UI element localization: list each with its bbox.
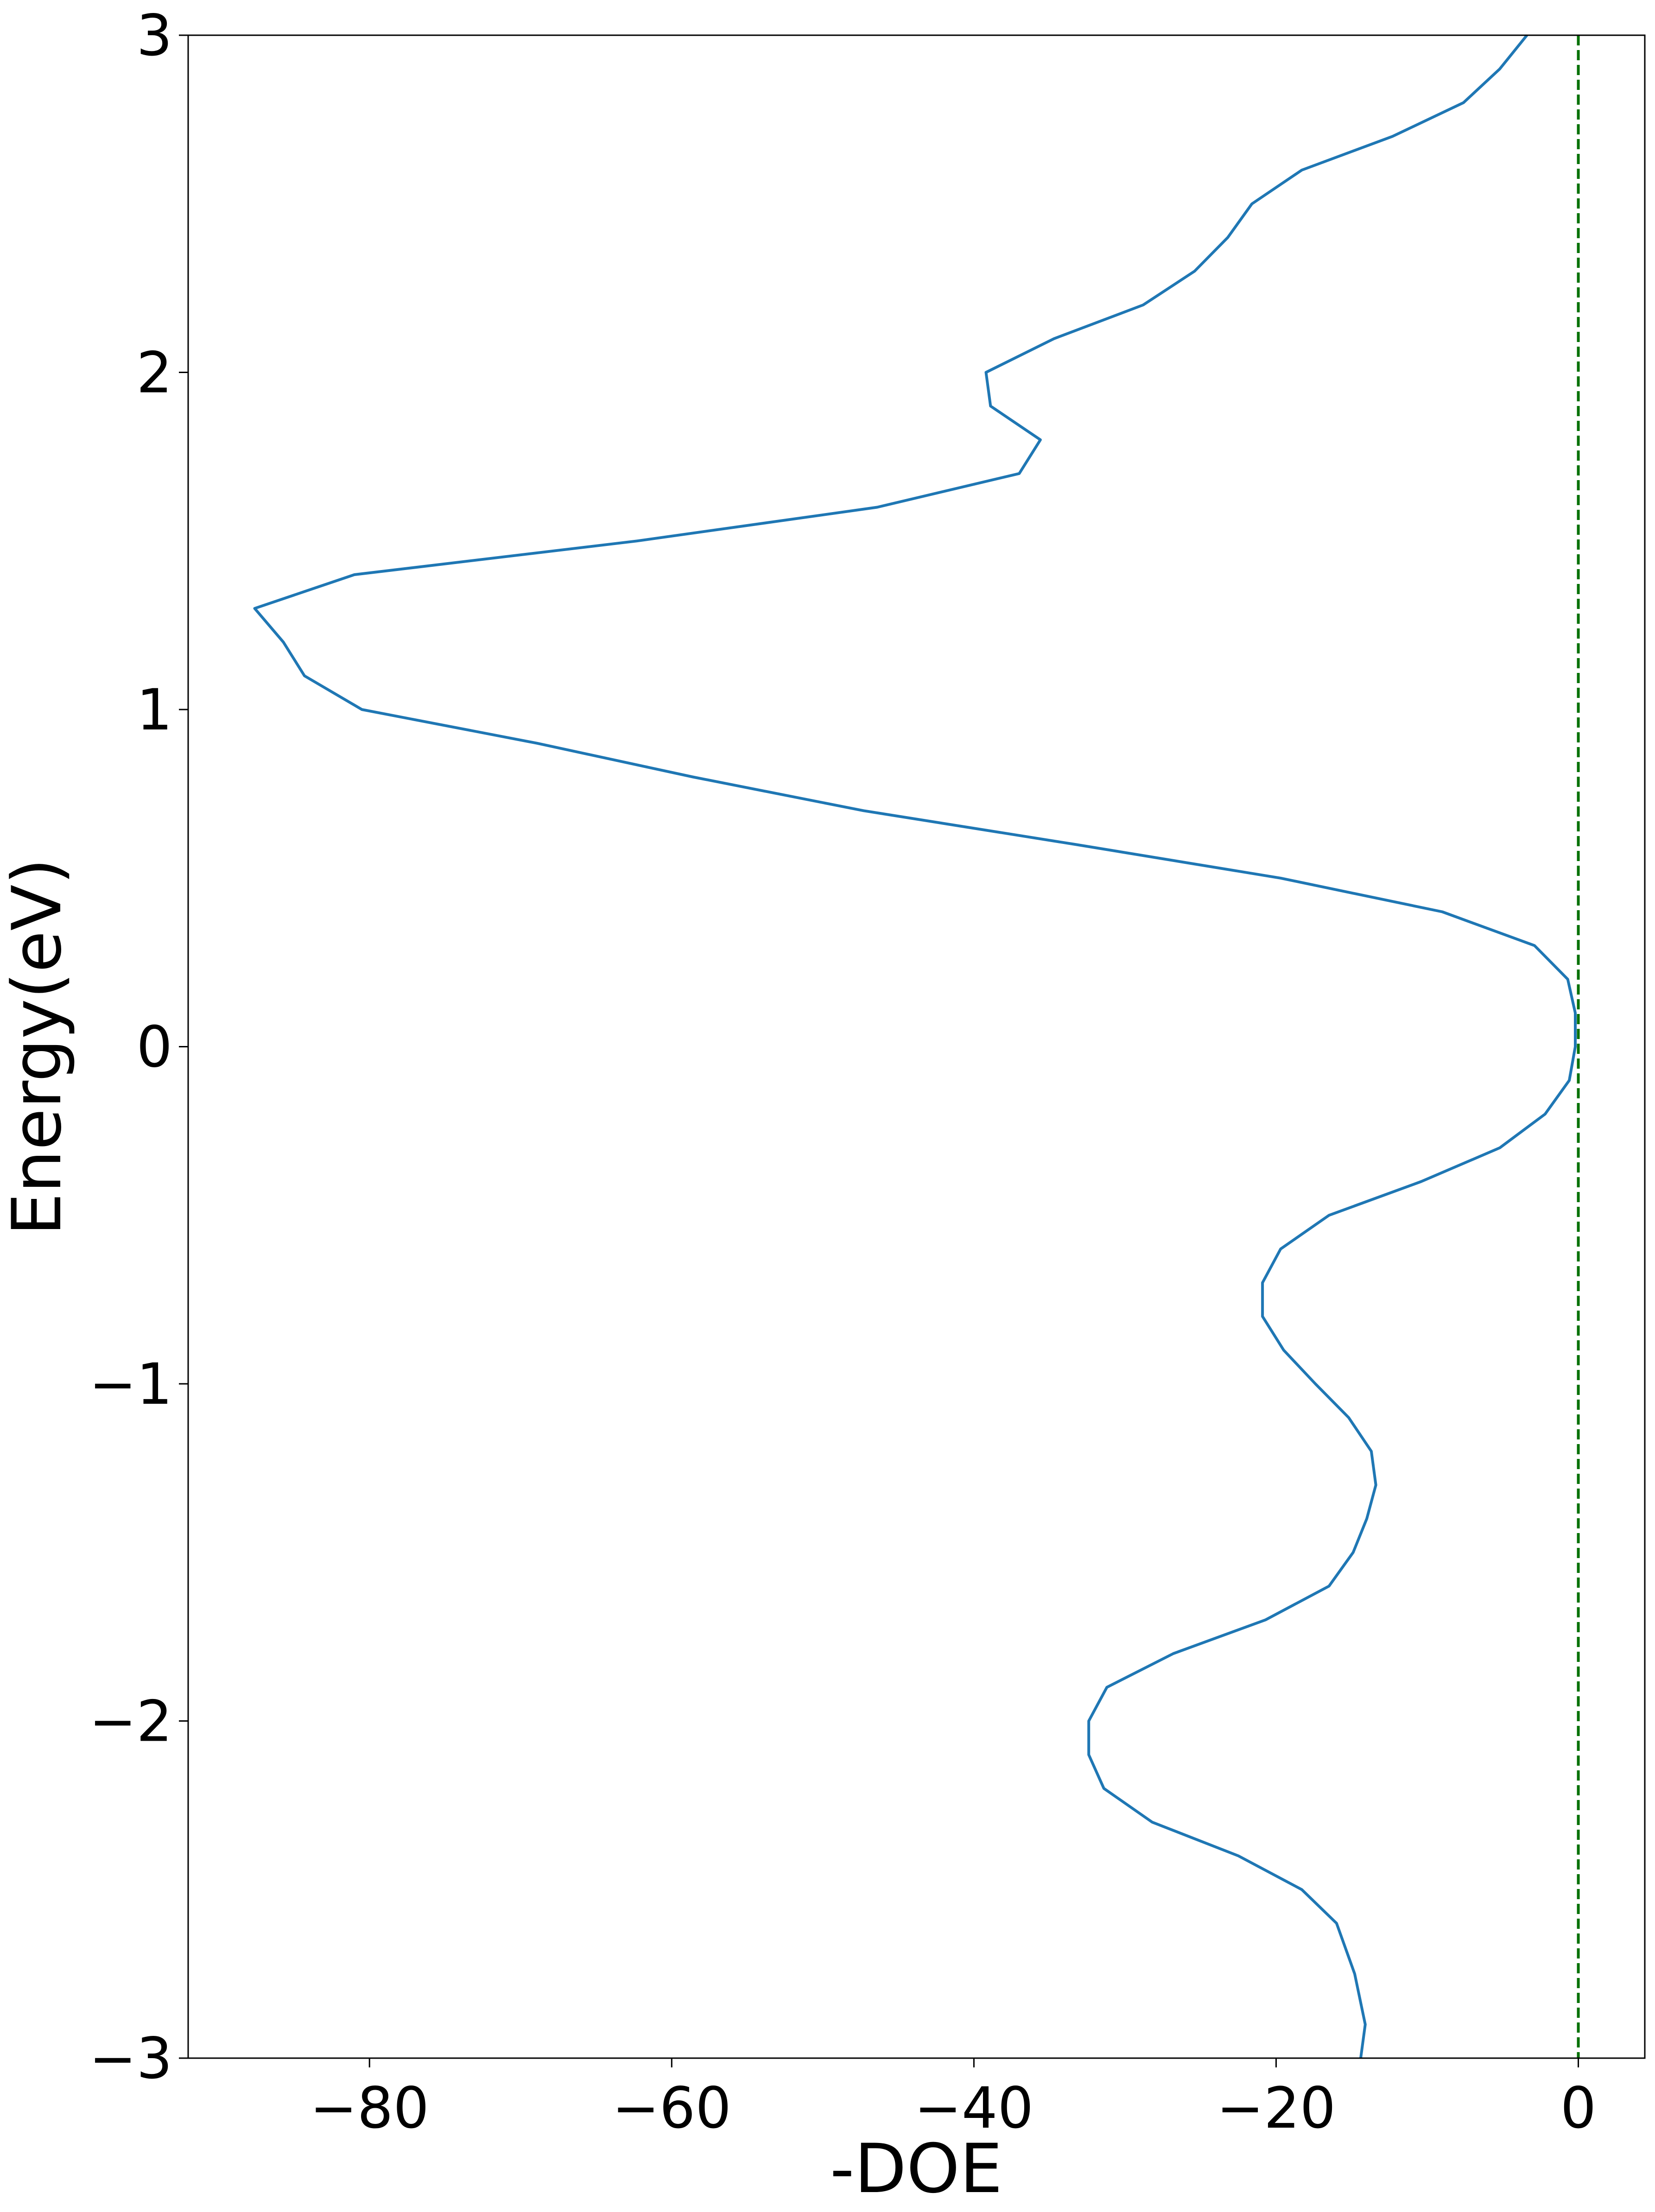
y-tick-label: 3 — [136, 3, 172, 69]
x-tick-label: 0 — [1560, 2075, 1597, 2141]
dos-curve — [253, 34, 1577, 2059]
y-tick-label: −2 — [89, 1689, 172, 1755]
y-tick-label: 2 — [136, 340, 172, 406]
x-tick-label: −60 — [612, 2075, 731, 2141]
y-axis-label: Energy(eV) — [0, 858, 76, 1236]
y-tick-label: 1 — [136, 677, 172, 743]
x-axis-label: -DOE — [830, 2130, 1002, 2208]
x-tick-label: −40 — [914, 2075, 1034, 2141]
y-tick-label: 0 — [136, 1014, 172, 1080]
plot-frame — [187, 34, 1646, 2059]
x-tick-label: −80 — [310, 2075, 429, 2141]
y-tick-label: −3 — [89, 2026, 172, 2092]
y-tick-label: −1 — [89, 1351, 172, 1417]
x-tick-label: −20 — [1217, 2075, 1336, 2141]
